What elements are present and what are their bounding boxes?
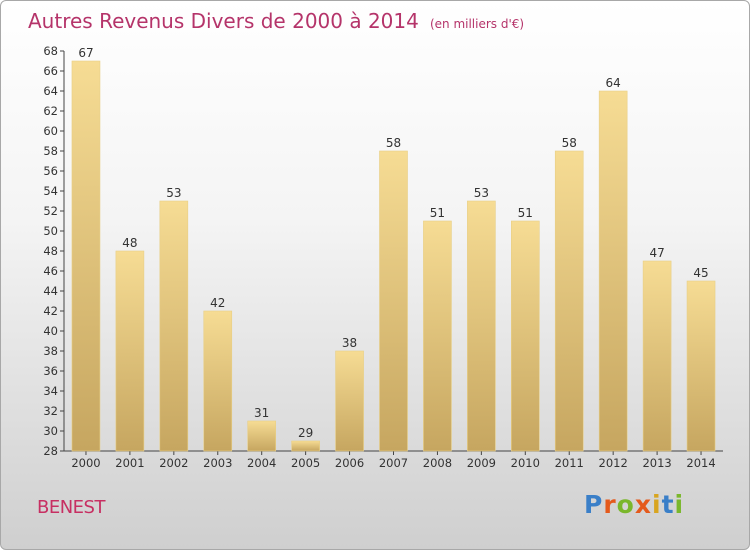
bar-2006 bbox=[335, 350, 364, 452]
x-tick-label-2009: 2009 bbox=[467, 456, 496, 470]
x-tick-label-2007: 2007 bbox=[379, 456, 408, 470]
logo-letter: P bbox=[584, 490, 604, 519]
bar-2009 bbox=[467, 200, 496, 452]
value-label-2011: 58 bbox=[562, 136, 577, 150]
logo-letter: i bbox=[652, 490, 662, 519]
x-tick-label-2003: 2003 bbox=[203, 456, 232, 470]
city-name: BENEST bbox=[37, 497, 105, 518]
value-label-2000: 67 bbox=[78, 46, 93, 60]
bar-2011 bbox=[554, 150, 584, 452]
bar-2004 bbox=[247, 420, 276, 452]
value-label-2002: 53 bbox=[166, 186, 181, 200]
x-tick-label-2000: 2000 bbox=[71, 456, 100, 470]
y-tick-label: 42 bbox=[43, 304, 58, 318]
bar-2008 bbox=[423, 220, 452, 452]
y-tick-label: 32 bbox=[43, 404, 58, 418]
proxiti-logo: Proxiti bbox=[584, 490, 684, 519]
logo-letter: r bbox=[603, 490, 617, 519]
y-tick-label: 40 bbox=[43, 324, 58, 338]
y-tick-label: 62 bbox=[43, 104, 58, 118]
x-tick-label-2002: 2002 bbox=[159, 456, 188, 470]
x-tick-label-2010: 2010 bbox=[511, 456, 540, 470]
y-tick-label: 52 bbox=[43, 204, 58, 218]
value-label-2004: 31 bbox=[254, 406, 269, 420]
y-tick-label: 50 bbox=[43, 224, 58, 238]
value-label-2001: 48 bbox=[122, 236, 137, 250]
bar-2002 bbox=[159, 200, 189, 452]
value-label-2013: 47 bbox=[649, 246, 664, 260]
value-label-2009: 53 bbox=[474, 186, 489, 200]
y-tick-label: 34 bbox=[43, 384, 58, 398]
logo-letter: x bbox=[634, 490, 652, 519]
x-tick-label-2001: 2001 bbox=[115, 456, 144, 470]
value-label-2005: 29 bbox=[298, 426, 313, 440]
bar-2014 bbox=[686, 280, 716, 452]
x-tick-label-2011: 2011 bbox=[555, 456, 584, 470]
value-label-2014: 45 bbox=[693, 266, 708, 280]
y-tick-label: 54 bbox=[43, 184, 58, 198]
x-tick-label-2013: 2013 bbox=[642, 456, 671, 470]
y-tick-label: 38 bbox=[43, 344, 58, 358]
y-tick-label: 44 bbox=[43, 284, 58, 298]
y-tick-label: 64 bbox=[43, 84, 58, 98]
bar-2001 bbox=[115, 250, 145, 452]
value-label-2010: 51 bbox=[518, 206, 533, 220]
x-tick-label-2006: 2006 bbox=[335, 456, 364, 470]
x-tick-label-2014: 2014 bbox=[686, 456, 715, 470]
x-tick-label-2005: 2005 bbox=[291, 456, 320, 470]
y-tick-label: 68 bbox=[43, 44, 58, 58]
logo-letter: i bbox=[674, 490, 685, 519]
y-tick-label: 28 bbox=[43, 444, 58, 458]
logo-letter: t bbox=[661, 490, 675, 519]
title-unit: (en milliers d'€) bbox=[429, 17, 525, 31]
bar-2000 bbox=[71, 60, 101, 452]
chart-title: Autres Revenus Divers de 2000 à 2014 (en… bbox=[28, 9, 524, 33]
title-main: Autres Revenus Divers de 2000 à 2014 bbox=[28, 9, 419, 33]
bar-2005 bbox=[291, 440, 320, 452]
y-tick-label: 36 bbox=[43, 364, 58, 378]
bar-2012 bbox=[598, 90, 628, 452]
y-tick-label: 66 bbox=[43, 64, 58, 78]
logo-letter: o bbox=[616, 490, 635, 519]
y-tick-label: 58 bbox=[43, 144, 58, 158]
y-tick-label: 56 bbox=[43, 164, 58, 178]
bar-2003 bbox=[203, 310, 233, 452]
bar-2013 bbox=[642, 260, 672, 452]
bar-2010 bbox=[510, 220, 540, 452]
x-tick-label-2004: 2004 bbox=[247, 456, 276, 470]
value-label-2008: 51 bbox=[430, 206, 445, 220]
x-tick-label-2008: 2008 bbox=[423, 456, 452, 470]
axes: 28 30 32 34 36 38 40 42 44 46 48 50 52 54 56 58 60 62 64 66… bbox=[43, 44, 723, 470]
x-tick-label-2012: 2012 bbox=[599, 456, 628, 470]
y-tick-label: 46 bbox=[43, 264, 58, 278]
value-label-2007: 58 bbox=[386, 136, 401, 150]
bars-group: 67 48 53 42 31 29 38 58 51 53 51 58 64 47 45 bbox=[71, 46, 716, 452]
value-label-2003: 42 bbox=[210, 296, 225, 310]
value-label-2012: 64 bbox=[606, 76, 621, 90]
y-tick-label: 48 bbox=[43, 244, 58, 258]
y-tick-label: 30 bbox=[43, 424, 58, 438]
y-tick-label: 60 bbox=[43, 124, 58, 138]
bar-2007 bbox=[379, 150, 408, 452]
value-label-2006: 38 bbox=[342, 336, 357, 350]
